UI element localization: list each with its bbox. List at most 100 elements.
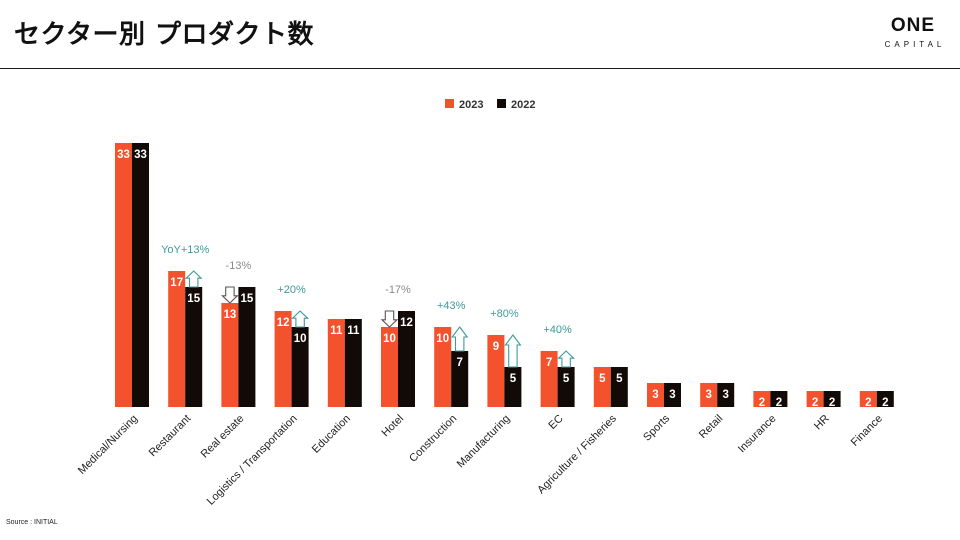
bar-sports-2022 — [664, 383, 681, 407]
data-label-construction-2022: 7 — [456, 357, 462, 369]
logo-sub-text: CAPITAL — [884, 40, 946, 49]
logo-main-text: ONE — [890, 15, 936, 36]
bar-ec-2023 — [540, 351, 558, 407]
bar-agriculture-fisheries-2022 — [610, 367, 628, 407]
x-tick-label-medical-nursing: Medical/Nursing — [76, 413, 140, 477]
bar-hr-2023 — [806, 391, 824, 407]
increase-arrow-logistics-transportation — [291, 310, 309, 328]
bar-hotel-2022 — [398, 311, 415, 407]
data-label-agriculture-fisheries-2023: 5 — [599, 373, 606, 385]
data-label-logistics-transportation-2023: 12 — [277, 317, 290, 329]
data-label-hotel-2023: 10 — [383, 333, 396, 345]
data-label-finance-2022: 2 — [882, 397, 888, 409]
bar-retail-2023 — [700, 383, 718, 407]
bar-hr-2022 — [823, 391, 841, 407]
data-label-hr-2022: 2 — [829, 397, 835, 409]
data-label-medical-nursing-2022: 33 — [134, 149, 147, 161]
x-tick-label-finance: Finance — [849, 413, 885, 449]
yoy-label-ec: +40% — [543, 324, 572, 336]
data-label-retail-2023: 3 — [705, 389, 711, 401]
bar-construction-2022 — [451, 351, 469, 407]
yoy-label-hotel: -17% — [385, 284, 411, 296]
bar-sports-2023 — [647, 383, 664, 407]
source-note: Source : INITIAL — [6, 519, 58, 526]
decrease-arrow-hotel — [380, 310, 399, 328]
data-label-insurance-2023: 2 — [759, 397, 765, 409]
x-tick-label-real-estate: Real estate — [199, 413, 247, 461]
header-divider — [0, 68, 960, 69]
increase-arrow-restaurant — [184, 270, 203, 288]
x-tick-label-retail: Retail — [697, 413, 725, 441]
bar-real-estate-2023 — [221, 303, 239, 407]
bar-manufacturing-2022 — [504, 367, 522, 407]
bar-medical-nursing-2022 — [132, 143, 149, 407]
increase-arrow-manufacturing — [504, 334, 522, 368]
bar-insurance-2022 — [770, 391, 788, 407]
data-label-restaurant-2022: 15 — [187, 293, 200, 305]
yoy-label-construction: +43% — [437, 300, 466, 312]
bar-retail-2022 — [717, 383, 735, 407]
data-label-real-estate-2022: 15 — [241, 293, 254, 305]
yoy-label-logistics-transportation: +20% — [277, 284, 306, 296]
data-label-ec-2022: 5 — [563, 373, 570, 385]
legend-swatch-2023 — [445, 99, 454, 108]
data-label-education-2023: 11 — [330, 325, 343, 337]
x-tick-label-hotel: Hotel — [379, 413, 406, 440]
bar-education-2023 — [327, 319, 345, 407]
bar-restaurant-2023 — [168, 271, 186, 407]
data-label-manufacturing-2022: 5 — [510, 373, 517, 385]
data-label-finance-2023: 2 — [865, 397, 871, 409]
x-tick-label-insurance: Insurance — [736, 413, 779, 456]
legend-label-2023: 2023 — [459, 99, 483, 111]
data-label-manufacturing-2023: 9 — [493, 341, 499, 353]
data-label-insurance-2022: 2 — [776, 397, 782, 409]
bar-finance-2022 — [876, 391, 894, 407]
increase-arrow-construction — [451, 326, 469, 352]
bar-finance-2023 — [859, 391, 877, 407]
legend-swatch-2022 — [497, 99, 506, 108]
data-label-education-2022: 11 — [347, 325, 360, 337]
bar-logistics-transportation-2022 — [291, 327, 309, 407]
data-label-hr-2023: 2 — [812, 397, 818, 409]
data-label-restaurant-2023: 17 — [170, 277, 183, 289]
bar-construction-2023 — [434, 327, 452, 407]
data-label-retail-2022: 3 — [722, 389, 728, 401]
x-tick-label-hr: HR — [812, 413, 832, 433]
yoy-label-restaurant: YoY+13% — [161, 244, 209, 256]
yoy-label-manufacturing: +80% — [490, 308, 519, 320]
bar-logistics-transportation-2023 — [274, 311, 292, 407]
bar-real-estate-2022 — [238, 287, 256, 407]
x-tick-label-education: Education — [310, 413, 353, 456]
header: セクター別 プロダクト数 ONE CAPITAL — [0, 0, 960, 70]
bar-restaurant-2022 — [185, 287, 203, 407]
x-tick-label-sports: Sports — [641, 412, 672, 443]
bar-ec-2022 — [557, 367, 575, 407]
data-label-agriculture-fisheries-2022: 5 — [616, 373, 623, 385]
data-label-sports-2022: 3 — [669, 389, 675, 401]
x-tick-label-construction: Construction — [407, 413, 459, 465]
brand-logo: ONE CAPITAL — [880, 15, 946, 50]
yoy-label-real-estate: -13% — [226, 260, 252, 272]
data-label-logistics-transportation-2022: 10 — [294, 333, 307, 345]
increase-arrow-ec — [557, 350, 575, 368]
data-label-ec-2023: 7 — [546, 357, 552, 369]
bar-agriculture-fisheries-2023 — [593, 367, 611, 407]
bar-manufacturing-2023 — [487, 335, 505, 407]
legend-label-2022: 2022 — [511, 99, 535, 111]
bar-insurance-2023 — [753, 391, 771, 407]
x-tick-label-manufacturing: Manufacturing — [455, 413, 513, 471]
bar-medical-nursing-2023 — [115, 143, 132, 407]
bar-hotel-2023 — [381, 327, 398, 407]
data-label-sports-2023: 3 — [652, 389, 658, 401]
x-tick-label-ec: EC — [546, 413, 565, 432]
data-label-hotel-2022: 12 — [400, 317, 413, 329]
data-label-construction-2023: 10 — [436, 333, 449, 345]
x-tick-label-logistics-transportation: Logistics / Transportation — [205, 413, 300, 508]
x-tick-label-restaurant: Restaurant — [147, 413, 194, 460]
decrease-arrow-real-estate — [221, 286, 239, 304]
page-title: セクター別 プロダクト数 — [14, 20, 315, 50]
bar-education-2022 — [344, 319, 362, 407]
data-label-medical-nursing-2023: 33 — [117, 149, 130, 161]
data-label-real-estate-2023: 13 — [224, 309, 237, 321]
